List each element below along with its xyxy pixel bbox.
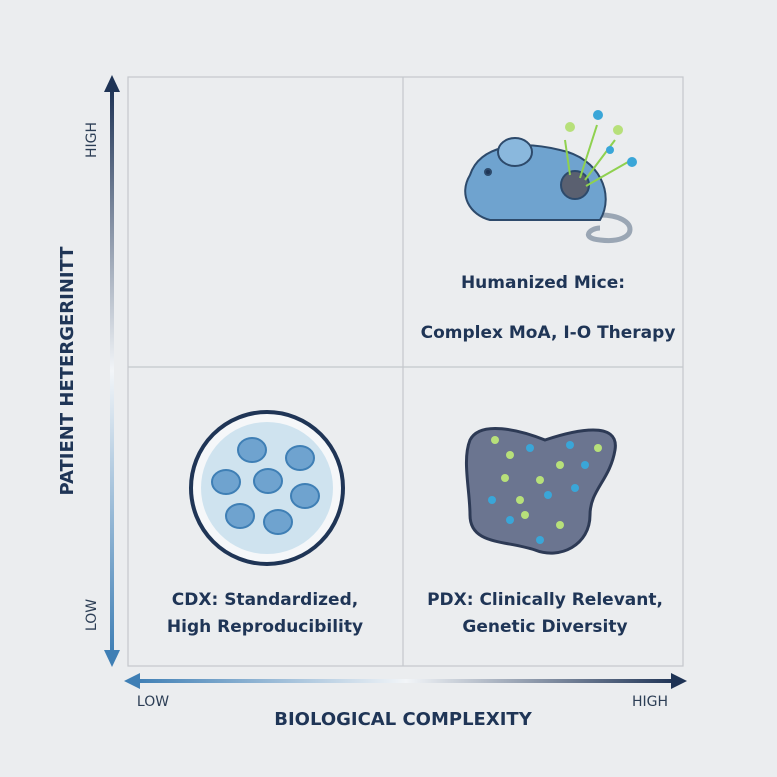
mouse-icon [464,110,637,244]
quadrant-label: PDX: Clinically Relevant, [427,590,663,610]
x-axis-arrow [124,673,687,689]
quadrant-label: Humanized Mice: [461,273,625,293]
quadrant-label: Complex MoA, I-O Therapy [421,323,676,343]
quadrant-label: CDX: Standardized, [172,590,358,610]
quadrant-label: Genetic Diversity [462,617,627,637]
tumor-icon [464,426,617,555]
x-low: LOW [137,694,169,710]
x-high: HIGH [632,694,668,710]
petri-dish-icon [189,410,345,566]
y-low: LOW [84,599,100,631]
y-axis-arrow [104,75,120,667]
x-axis-label: BIOLOGICAL COMPLEXITY [274,709,532,730]
quadrant-label: High Reproducibility [167,617,363,637]
grid [127,76,684,667]
y-axis-label: PATIENT HETERGERINITT [57,246,78,496]
y-high: HIGH [84,122,100,158]
